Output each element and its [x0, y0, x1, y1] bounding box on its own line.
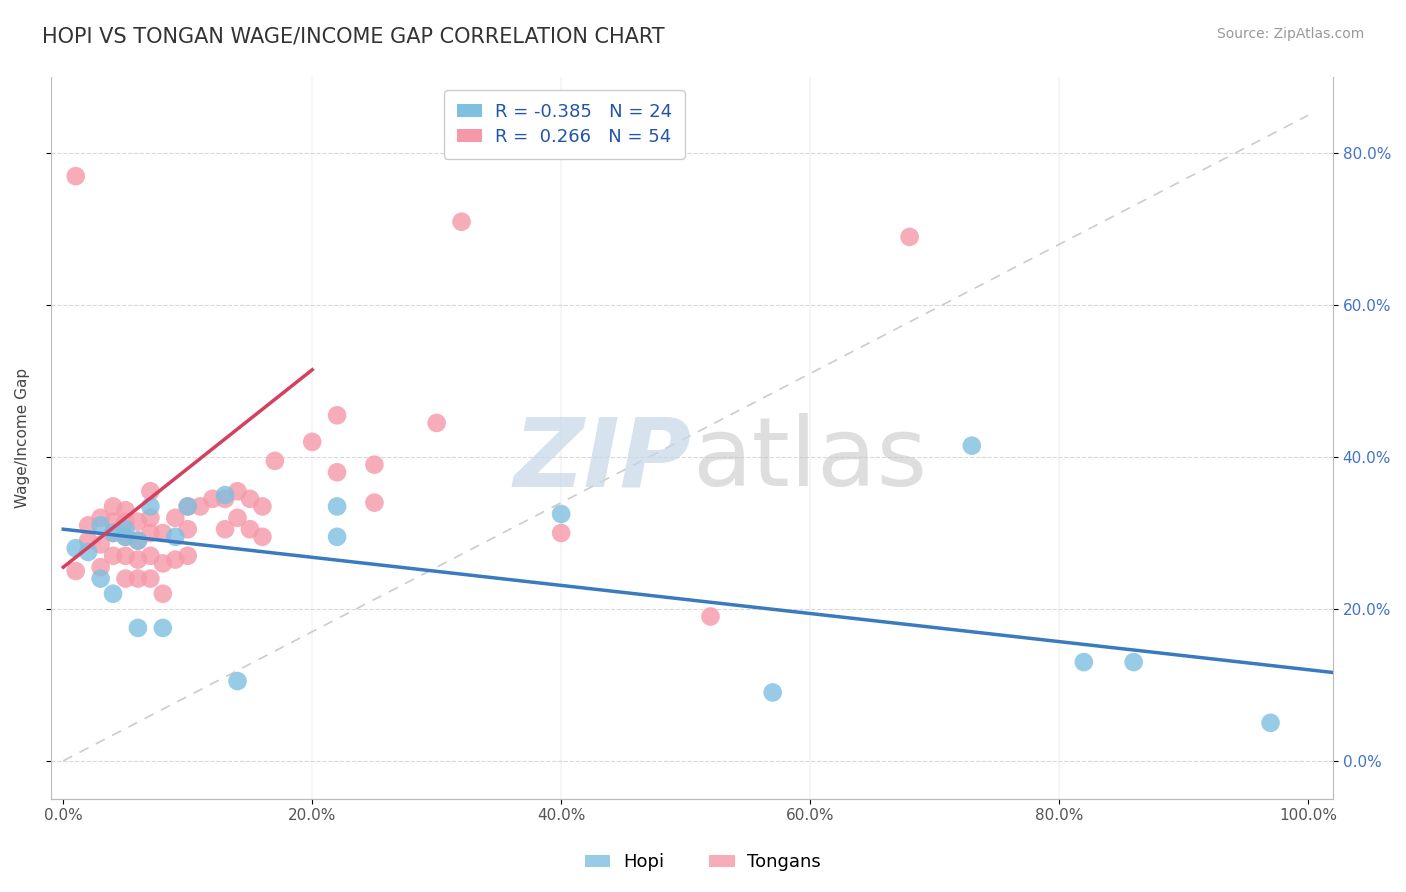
- Point: [152, 557, 174, 571]
- Point: [165, 530, 187, 544]
- Point: [65, 169, 87, 183]
- Point: [326, 530, 349, 544]
- Point: [188, 500, 211, 514]
- Point: [165, 552, 187, 566]
- Point: [699, 609, 721, 624]
- Point: [90, 511, 112, 525]
- Point: [127, 515, 149, 529]
- Point: [127, 533, 149, 548]
- Text: Source: ZipAtlas.com: Source: ZipAtlas.com: [1216, 27, 1364, 41]
- Point: [152, 587, 174, 601]
- Point: [114, 572, 136, 586]
- Point: [226, 674, 249, 689]
- Point: [127, 533, 149, 548]
- Point: [127, 621, 149, 635]
- Legend: R = -0.385   N = 24, R =  0.266   N = 54: R = -0.385 N = 24, R = 0.266 N = 54: [444, 90, 685, 159]
- Point: [326, 500, 349, 514]
- Point: [226, 511, 249, 525]
- Point: [114, 530, 136, 544]
- Point: [90, 560, 112, 574]
- Point: [201, 491, 224, 506]
- Point: [762, 685, 785, 699]
- Point: [101, 500, 124, 514]
- Point: [1260, 715, 1282, 730]
- Point: [114, 515, 136, 529]
- Point: [139, 549, 162, 563]
- Point: [77, 545, 100, 559]
- Point: [90, 537, 112, 551]
- Point: [101, 587, 124, 601]
- Point: [177, 522, 200, 536]
- Point: [101, 526, 124, 541]
- Point: [139, 484, 162, 499]
- Y-axis label: Wage/Income Gap: Wage/Income Gap: [15, 368, 30, 508]
- Point: [139, 526, 162, 541]
- Point: [252, 500, 274, 514]
- Point: [226, 484, 249, 499]
- Point: [214, 522, 236, 536]
- Point: [139, 511, 162, 525]
- Point: [301, 434, 323, 449]
- Point: [114, 522, 136, 536]
- Point: [101, 526, 124, 541]
- Point: [239, 522, 262, 536]
- Text: atlas: atlas: [692, 413, 927, 507]
- Point: [214, 491, 236, 506]
- Point: [127, 552, 149, 566]
- Point: [326, 409, 349, 423]
- Point: [77, 533, 100, 548]
- Point: [139, 572, 162, 586]
- Point: [114, 503, 136, 517]
- Point: [77, 518, 100, 533]
- Point: [898, 230, 921, 244]
- Point: [152, 621, 174, 635]
- Point: [101, 515, 124, 529]
- Point: [239, 491, 262, 506]
- Point: [252, 530, 274, 544]
- Point: [90, 518, 112, 533]
- Point: [426, 416, 449, 430]
- Point: [214, 488, 236, 502]
- Point: [114, 549, 136, 563]
- Point: [960, 439, 983, 453]
- Point: [114, 530, 136, 544]
- Point: [363, 495, 385, 509]
- Point: [263, 454, 285, 468]
- Point: [363, 458, 385, 472]
- Point: [550, 526, 572, 541]
- Point: [90, 572, 112, 586]
- Point: [139, 500, 162, 514]
- Legend: Hopi, Tongans: Hopi, Tongans: [578, 847, 828, 879]
- Point: [152, 526, 174, 541]
- Point: [177, 549, 200, 563]
- Point: [1122, 655, 1144, 669]
- Point: [1073, 655, 1095, 669]
- Point: [450, 215, 472, 229]
- Point: [165, 511, 187, 525]
- Point: [127, 572, 149, 586]
- Point: [326, 465, 349, 479]
- Point: [101, 549, 124, 563]
- Text: HOPI VS TONGAN WAGE/INCOME GAP CORRELATION CHART: HOPI VS TONGAN WAGE/INCOME GAP CORRELATI…: [42, 27, 665, 46]
- Point: [65, 564, 87, 578]
- Point: [177, 500, 200, 514]
- Point: [65, 541, 87, 556]
- Point: [550, 507, 572, 521]
- Point: [177, 500, 200, 514]
- Text: ZIP: ZIP: [515, 413, 692, 507]
